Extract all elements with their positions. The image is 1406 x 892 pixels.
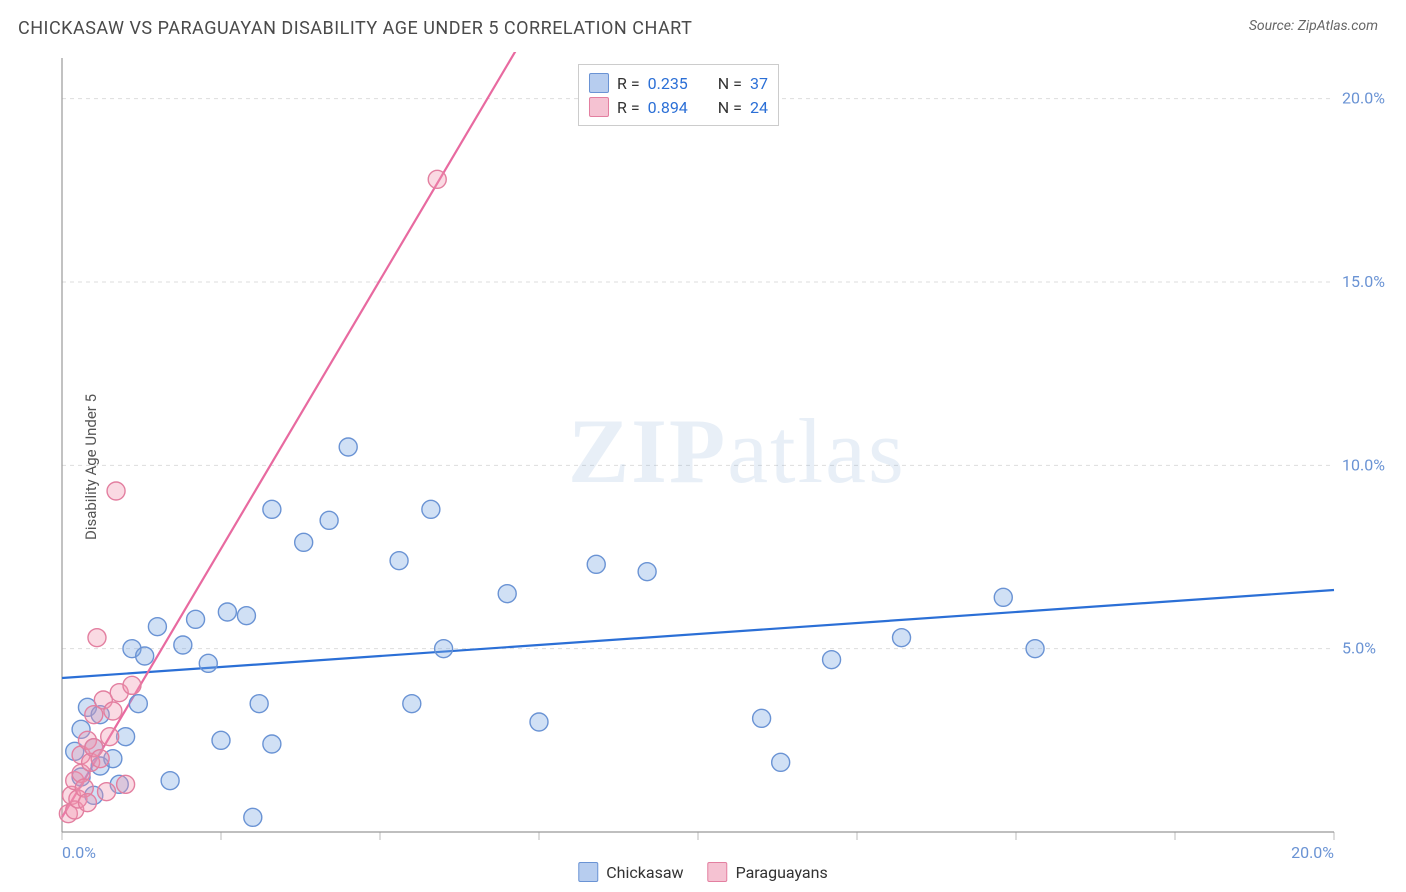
legend-label-paraguayans: Paraguayans: [736, 863, 828, 882]
stats-r-label: R =: [617, 74, 640, 93]
stats-row: R = 0.894 N = 24: [589, 95, 768, 119]
correlation-stats-box: R = 0.235 N = 37 R = 0.894 N = 24: [578, 64, 779, 126]
stats-r-label: R =: [617, 98, 640, 117]
svg-text:15.0%: 15.0%: [1342, 272, 1385, 291]
stats-r-value: 0.235: [648, 74, 688, 93]
stats-swatch: [589, 97, 609, 117]
stats-r-value: 0.894: [648, 98, 688, 117]
scatter-plot: 5.0% 10.0% 15.0% 20.0% 0.0% 20.0%: [18, 52, 1388, 882]
svg-text:10.0%: 10.0%: [1342, 455, 1385, 474]
legend-label-chickasaw: Chickasaw: [606, 863, 683, 882]
svg-text:0.0%: 0.0%: [62, 843, 96, 862]
source-attribution: Source: ZipAtlas.com: [1249, 18, 1378, 34]
chart-container: Disability Age Under 5 ZIPatlas 5.0%10.0…: [18, 52, 1388, 882]
stats-n-label: N =: [718, 74, 742, 93]
legend-item-paraguayans: Paraguayans: [708, 862, 828, 882]
stats-swatch: [589, 73, 609, 93]
legend-item-chickasaw: Chickasaw: [578, 862, 683, 882]
svg-text:5.0%: 5.0%: [1342, 639, 1376, 658]
chart-title: CHICKASAW VS PARAGUAYAN DISABILITY AGE U…: [18, 18, 692, 39]
svg-text:20.0%: 20.0%: [1291, 843, 1334, 862]
y-axis-label: Disability Age Under 5: [82, 394, 100, 540]
stats-row: R = 0.235 N = 37: [589, 71, 768, 95]
legend-swatch-paraguayans: [708, 862, 728, 882]
header-row: CHICKASAW VS PARAGUAYAN DISABILITY AGE U…: [0, 0, 1406, 47]
legend-swatch-chickasaw: [578, 862, 598, 882]
bottom-legend: Chickasaw Paraguayans: [578, 862, 827, 882]
stats-n-label: N =: [718, 98, 742, 117]
svg-text:20.0%: 20.0%: [1342, 89, 1385, 108]
stats-n-value: 37: [750, 74, 768, 93]
stats-n-value: 24: [750, 98, 768, 117]
